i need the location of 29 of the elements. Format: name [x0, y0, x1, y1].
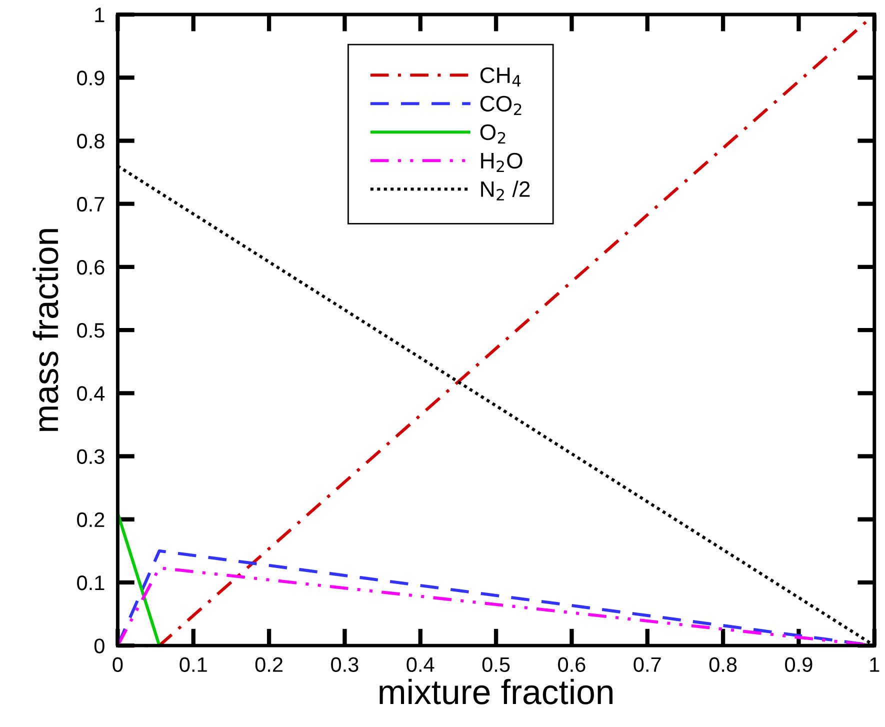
legend-label: H$_{2}$O — [481, 152, 522, 172]
y-tick-label: 0.7 — [77, 196, 104, 212]
y-tick-label: 0.9 — [77, 70, 104, 86]
legend-label: O$_{2}$ — [480, 124, 506, 144]
legend-label: CO$_{2}$ — [480, 96, 522, 116]
x-tick-label: 0.1 — [180, 657, 207, 672]
y-tick-label: 1 — [95, 8, 104, 22]
y-tick-label: 0.4 — [77, 386, 105, 401]
legend-label: CH$_{4}$ — [480, 67, 521, 87]
legend-label: N$_{2}$ /2 — [481, 180, 530, 200]
y-tick-label: 0.8 — [77, 134, 104, 148]
x-tick-label: 0 — [112, 657, 123, 672]
x-tick-label: 1 — [870, 657, 880, 672]
x-tick-label: 0.2 — [255, 657, 282, 672]
x-axis-title: mixture fraction — [380, 678, 612, 704]
x-tick-label: 0.4 — [406, 657, 434, 672]
y-tick-label: 0.1 — [77, 575, 104, 590]
y-tick-label: 0.2 — [77, 512, 104, 528]
y-tick-label: 0.6 — [77, 260, 104, 275]
x-tick-label: 0.9 — [785, 657, 812, 672]
x-tick-label: 0.6 — [558, 657, 586, 672]
x-tick-label: 0.5 — [482, 657, 510, 672]
x-tick-label: 0.8 — [709, 657, 737, 672]
y-tick-label: 0.5 — [77, 323, 104, 338]
x-tick-label: 0.7 — [634, 657, 661, 672]
y-axis-title: mass fraction — [32, 229, 58, 431]
y-tick-label: 0 — [94, 638, 104, 654]
y-tick-label: 0.3 — [77, 449, 104, 464]
x-tick-label: 0.3 — [331, 657, 358, 672]
